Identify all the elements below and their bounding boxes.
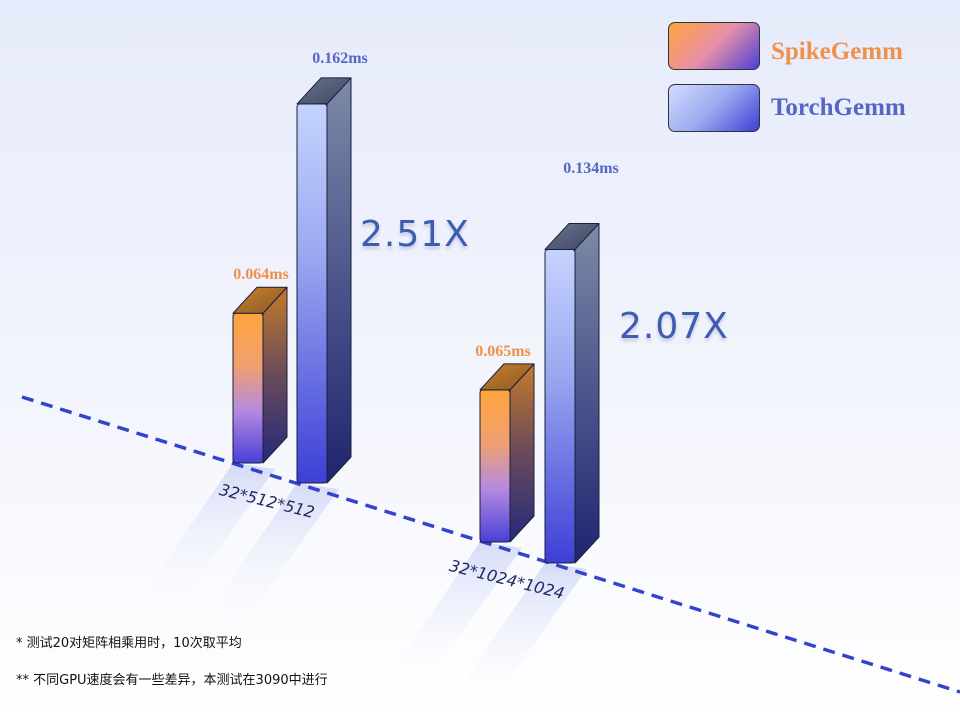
baseline-axis [21, 395, 960, 694]
value-label-spike-0: 0.064ms [233, 266, 289, 283]
footnote-2: ** 不同GPU速度会有一些差异，本测试在3090中进行 [16, 673, 328, 688]
bar-torch-1 [544, 222, 600, 564]
bar-spike-1 [479, 363, 535, 543]
speedup-label-1: 2.07X [619, 306, 729, 347]
footnote-1: * 测试20对矩阵相乘用时，10次取平均 [16, 636, 242, 651]
bar-spike-0 [232, 286, 288, 464]
value-label-spike-1: 0.065ms [475, 343, 531, 360]
bar-shadow-spike-0 [138, 463, 275, 613]
value-label-torch-0: 0.162ms [312, 50, 368, 67]
legend-label-torchgemm: TorchGemm [771, 94, 906, 121]
speedup-label-0: 2.51X [360, 214, 470, 255]
legend-swatch-torchgemm [668, 84, 760, 132]
bar-shadow-torch-0 [202, 483, 339, 633]
bar-shadow-spike-1 [385, 542, 522, 692]
bar-shadow-torch-1 [450, 563, 587, 713]
value-label-torch-1: 0.134ms [563, 160, 619, 177]
bar-torch-0 [296, 77, 352, 484]
legend-swatch-spikegemm [668, 22, 760, 70]
legend-label-spikegemm: SpikeGemm [771, 38, 903, 65]
